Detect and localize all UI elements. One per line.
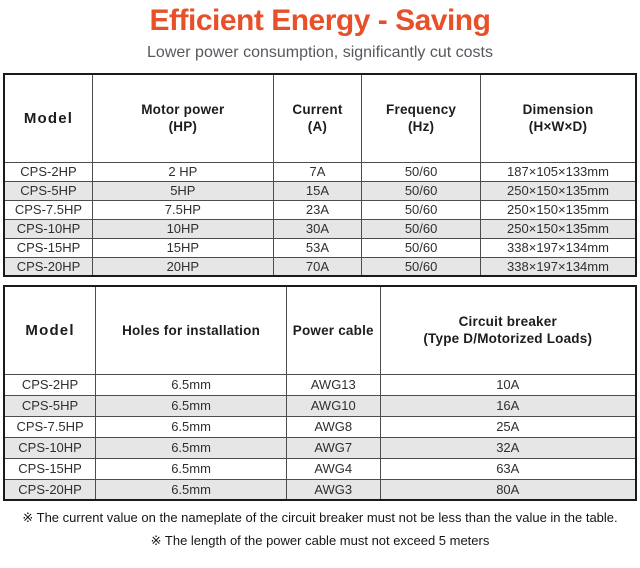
table-row: CPS-2HP 2 HP 7A 50/60 187×105×133mm (3, 161, 637, 182)
table-cell: AWG8 (285, 415, 381, 438)
table-row: CPS-7.5HP 7.5HP 23A 50/60 250×150×135mm (3, 199, 637, 220)
table-cell: 30A (272, 218, 363, 239)
table-cell: 5HP (91, 180, 274, 201)
table-row: CPS-20HP 6.5mm AWG3 80A (3, 478, 637, 501)
column-header: Frequency (Hz) (361, 73, 481, 163)
table-cell: CPS-15HP (3, 457, 97, 480)
table-cell: 187×105×133mm (480, 161, 637, 182)
table-row: CPS-7.5HP 6.5mm AWG8 25A (3, 415, 637, 438)
table-cell: 16A (379, 394, 637, 417)
table-cell: 23A (272, 199, 363, 220)
table-cell: 63A (379, 457, 637, 480)
table-cell: AWG7 (285, 436, 381, 459)
table-cell: 50/60 (361, 218, 481, 239)
column-header: Model (3, 285, 97, 375)
table-cell: AWG13 (285, 373, 381, 396)
table-row: CPS-10HP 10HP 30A 50/60 250×150×135mm (3, 218, 637, 239)
column-header: Holes for installation (95, 285, 287, 375)
table-row: CPS-2HP 6.5mm AWG13 10A (3, 373, 637, 396)
table-row: CPS-5HP 5HP 15A 50/60 250×150×135mm (3, 180, 637, 201)
table-cell: 6.5mm (95, 478, 287, 501)
table-cell: 250×150×135mm (480, 199, 637, 220)
table-cell: 6.5mm (95, 457, 287, 480)
table-header-row: Model Holes for installation Power cable Ci… (3, 285, 637, 375)
table-cell: 80A (379, 478, 637, 501)
table-cell: CPS-5HP (3, 394, 97, 417)
table-cell: 10A (379, 373, 637, 396)
column-header: Power cable (285, 285, 381, 375)
table-cell: AWG10 (285, 394, 381, 417)
table-row: CPS-20HP 20HP 70A 50/60 338×197×134mm (3, 256, 637, 277)
table-cell: 6.5mm (95, 373, 287, 396)
table-cell: 50/60 (361, 161, 481, 182)
page-title: Efficient Energy - Saving (149, 4, 491, 37)
table-cell: AWG4 (285, 457, 381, 480)
table-cell: CPS-20HP (3, 478, 97, 501)
table-cell: CPS-10HP (3, 218, 93, 239)
table-cell: 25A (379, 415, 637, 438)
column-header: Model (3, 73, 93, 163)
table-header-row: Model Motor power (HP) Current (A) Frequency(… (3, 73, 637, 163)
table-cell: 7A (272, 161, 363, 182)
page-subtitle: Lower power consumption, significantly c… (147, 44, 493, 61)
table-cell: 50/60 (361, 237, 481, 258)
table-cell: 6.5mm (95, 394, 287, 417)
table-cell: 6.5mm (95, 436, 287, 459)
table-cell: 15A (272, 180, 363, 201)
table-row: CPS-10HP 6.5mm AWG7 32A (3, 436, 637, 459)
table-cell: CPS-10HP (3, 436, 97, 459)
table-cell: 10HP (91, 218, 274, 239)
column-header: Motor power (HP) (91, 73, 274, 163)
table-cell: CPS-15HP (3, 237, 93, 258)
table-cell: CPS-2HP (3, 161, 93, 182)
table-cell: 20HP (91, 256, 274, 277)
table-cell: CPS-7.5HP (3, 199, 93, 220)
table-cell: 32A (379, 436, 637, 459)
table-cell: 338×197×134mm (480, 256, 637, 277)
table-cell: CPS-2HP (3, 373, 97, 396)
table-cell: CPS-20HP (3, 256, 93, 277)
table-row: CPS-5HP 6.5mm AWG10 16A (3, 394, 637, 417)
table-row: CPS-15HP 15HP 53A 50/60 338×197×134mm (3, 237, 637, 258)
table-cell: 50/60 (361, 199, 481, 220)
table-cell: 250×150×135mm (480, 218, 637, 239)
footnote-power-cable: ※ The length of the power cable must not… (150, 533, 490, 548)
column-header: Current (A) (272, 73, 363, 163)
table-cell: 70A (272, 256, 363, 277)
column-header: Circuit breaker (Type D/Motorized Loads) (379, 285, 637, 375)
installation-spec-table: Model Holes for installation Power cable Ci… (3, 285, 637, 501)
table-cell: 15HP (91, 237, 274, 258)
column-header: Dimension (H×W×D) (480, 73, 637, 163)
footnote-circuit-breaker: ※ The current value on the nameplate of … (22, 510, 618, 525)
table-cell: AWG3 (285, 478, 381, 501)
table-cell: 250×150×135mm (480, 180, 637, 201)
table-cell: CPS-5HP (3, 180, 93, 201)
table-cell: 338×197×134mm (480, 237, 637, 258)
table-cell: 53A (272, 237, 363, 258)
table-cell: 6.5mm (95, 415, 287, 438)
table-row: CPS-15HP 6.5mm AWG4 63A (3, 457, 637, 480)
table-cell: 50/60 (361, 256, 481, 277)
table-cell: 7.5HP (91, 199, 274, 220)
motor-spec-table: Model Motor power (HP) Current (A) Frequency(… (3, 73, 637, 277)
table-cell: CPS-7.5HP (3, 415, 97, 438)
table-cell: 50/60 (361, 180, 481, 201)
table-cell: 2 HP (91, 161, 274, 182)
